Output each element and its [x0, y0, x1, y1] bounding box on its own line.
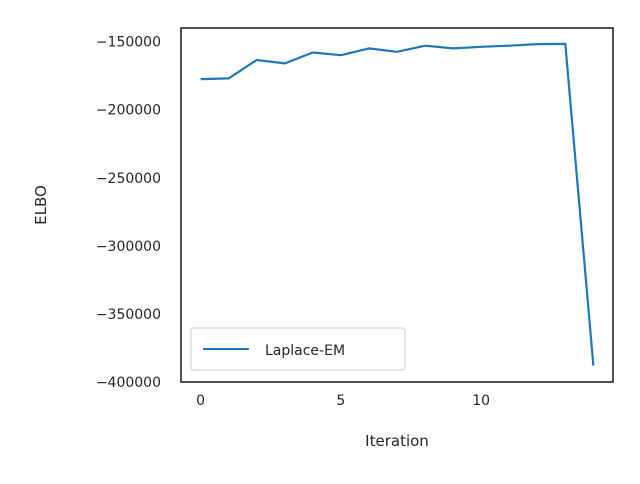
x-tick-label: 0 [196, 393, 205, 409]
y-tick-label: −300000 [96, 239, 161, 255]
y-tick-label: −150000 [96, 35, 161, 51]
y-axis: −150000 −200000 −250000 −300000 −350000 −4000… [96, 35, 161, 391]
series-line-laplace-em [200, 42, 595, 366]
y-tick-label: −200000 [96, 103, 161, 119]
y-tick-label: −400000 [96, 375, 161, 391]
x-tick-label: 10 [472, 393, 490, 409]
y-tick-label: −350000 [96, 307, 161, 323]
x-axis: 0 5 10 [196, 393, 490, 409]
x-axis-title: Iteration [365, 432, 429, 450]
legend-box [190, 327, 406, 371]
plot-area [200, 42, 595, 366]
y-axis-title: ELBO [32, 185, 50, 225]
y-tick-label: −250000 [96, 171, 161, 187]
x-tick-label: 5 [336, 393, 345, 409]
legend: Laplace-EM [190, 327, 406, 371]
legend-label-laplace-em: Laplace-EM [265, 343, 345, 359]
plot-frame [180, 27, 614, 383]
